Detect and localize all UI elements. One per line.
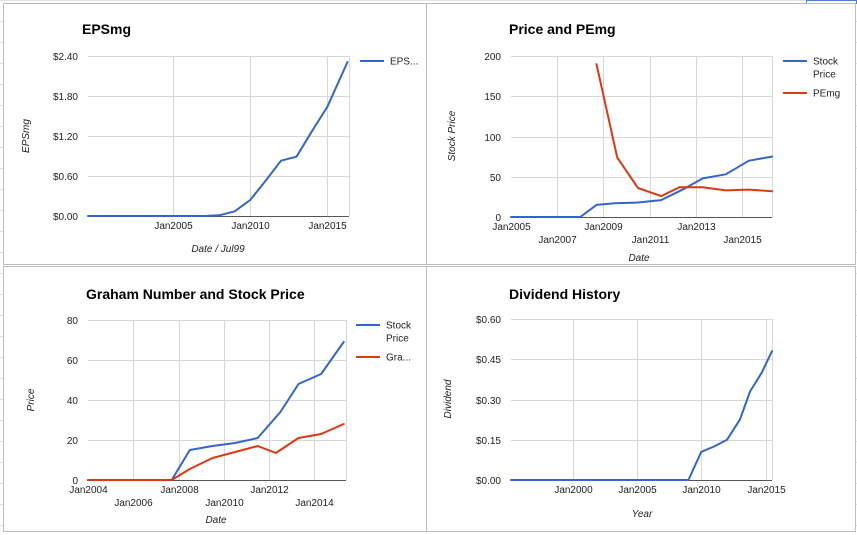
y-axis-label: Dividend xyxy=(443,379,454,418)
y-tick-label: $0.00 xyxy=(476,476,501,487)
series-line xyxy=(595,63,773,198)
x-tick-label: Jan2006 xyxy=(114,498,153,509)
x-tick-label: Jan2005 xyxy=(618,485,657,496)
y-axis-label: Stock Price xyxy=(447,110,458,161)
y-tick-label: 150 xyxy=(484,92,501,103)
chart-svg: EPSmg $0.00 $0.60 $1.20 $1.80 $2.40 Jan2005 Jan… xyxy=(21,21,418,255)
chart-title: Price and PEmg xyxy=(509,21,616,37)
graham-chart-panel[interactable]: Graham Number and Stock Price 0 20 40 60 80 Ja… xyxy=(3,266,427,532)
dividend-chart-panel[interactable]: Dividend History $0.00 $0.15 $0.30 $0.45 $0.6… xyxy=(426,266,856,532)
x-tick-label: Jan2012 xyxy=(250,485,289,496)
x-tick-label: Jan2005 xyxy=(492,222,531,233)
legend-label: Price xyxy=(813,70,836,81)
x-tick-label: Jan2010 xyxy=(205,498,244,509)
y-axis-label: EPSmg xyxy=(21,119,32,153)
chart-svg: Price and PEmg 0 50 100 150 200 Jan2005 Jan2007… xyxy=(447,21,840,264)
x-tick-label: Jan2010 xyxy=(231,221,270,232)
x-tick-label: Jan2013 xyxy=(677,222,716,233)
y-tick-label: $0.30 xyxy=(476,396,501,407)
series-line xyxy=(510,350,773,481)
y-tick-label: 40 xyxy=(67,396,79,407)
y-tick-label: $0.45 xyxy=(476,355,501,366)
eps-chart-panel[interactable]: EPSmg $0.00 $0.60 $1.20 $1.80 $2.40 Jan2005 Jan… xyxy=(3,3,427,265)
legend-label: Stock xyxy=(386,321,412,332)
series-line xyxy=(87,341,345,481)
price-pe-chart-panel[interactable]: Price and PEmg 0 50 100 150 200 Jan2005 Jan2007… xyxy=(426,3,856,265)
y-tick-label: $0.60 xyxy=(476,315,501,326)
chart-title: Graham Number and Stock Price xyxy=(86,286,305,302)
x-tick-label: Jan2014 xyxy=(295,498,334,509)
y-tick-label: 200 xyxy=(484,52,501,63)
x-tick-label: Jan2011 xyxy=(632,235,670,246)
legend-label: PEmg xyxy=(813,89,840,100)
chart-svg: Graham Number and Stock Price 0 20 40 60 80 Ja… xyxy=(26,286,412,526)
y-tick-label: $0.15 xyxy=(476,436,501,447)
x-tick-label: Jan2005 xyxy=(154,221,193,232)
chart-title: EPSmg xyxy=(82,21,131,37)
series-line xyxy=(510,155,773,218)
x-tick-label: Jan2009 xyxy=(584,222,623,233)
y-tick-label: $1.20 xyxy=(53,132,78,143)
x-axis-label: Year xyxy=(632,509,653,520)
y-tick-label: 60 xyxy=(67,356,79,367)
x-tick-label: Jan2015 xyxy=(747,485,786,496)
y-tick-label: 80 xyxy=(67,316,79,327)
x-axis-label: Date / Jul99 xyxy=(191,244,245,255)
series-line xyxy=(87,423,345,481)
legend-label: EPS... xyxy=(390,57,418,68)
x-tick-label: Jan2008 xyxy=(160,485,199,496)
y-tick-label: 50 xyxy=(490,173,502,184)
x-axis-label: Date xyxy=(205,515,227,526)
series-line xyxy=(87,61,349,217)
x-tick-label: Jan2000 xyxy=(554,485,593,496)
y-tick-label: 0 xyxy=(72,476,78,487)
y-tick-label: 0 xyxy=(495,213,501,224)
y-axis-label: Price xyxy=(26,388,37,411)
chart-title: Dividend History xyxy=(509,286,620,302)
legend-label: Gra... xyxy=(386,353,411,364)
x-tick-label: Jan2015 xyxy=(308,221,347,232)
chart-svg: Dividend History $0.00 $0.15 $0.30 $0.45 $0.6… xyxy=(443,286,786,520)
y-tick-label: $0.00 xyxy=(53,212,78,223)
x-tick-label: Jan2007 xyxy=(538,235,577,246)
y-tick-label: $0.60 xyxy=(53,172,78,183)
x-tick-label: Jan2015 xyxy=(723,235,762,246)
y-tick-label: 20 xyxy=(67,436,79,447)
x-tick-label: Jan2004 xyxy=(69,485,108,496)
y-tick-label: $2.40 xyxy=(53,52,78,63)
x-tick-label: Jan2010 xyxy=(682,485,721,496)
legend-label: Stock xyxy=(813,57,839,68)
y-tick-label: $1.80 xyxy=(53,92,78,103)
y-tick-label: 100 xyxy=(484,133,501,144)
legend-label: Price xyxy=(386,334,409,345)
x-axis-label: Date xyxy=(628,253,650,264)
